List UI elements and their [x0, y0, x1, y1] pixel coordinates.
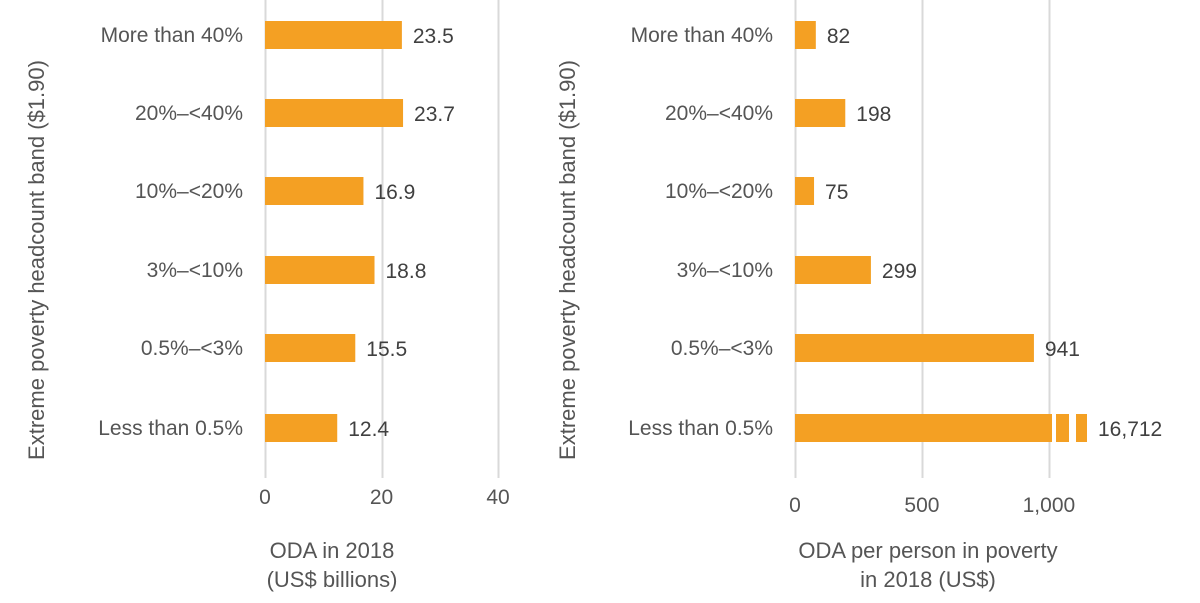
bar-value-label: 75: [825, 181, 848, 204]
category-label: 0.5%–<3%: [141, 337, 243, 360]
bar: [795, 334, 1034, 362]
bar: [265, 99, 404, 127]
bar-break-segment: [1056, 414, 1069, 442]
bar-value-label: 941: [1045, 338, 1080, 361]
category-label: Less than 0.5%: [628, 417, 773, 440]
category-label: 20%–<40%: [135, 102, 243, 125]
x-tick-label: 1,000: [1023, 494, 1076, 517]
x-tick-label: 0: [789, 494, 801, 517]
bar: [265, 414, 338, 442]
bar-value-label: 82: [827, 25, 850, 48]
bar: [265, 21, 402, 49]
x-tick-label: 40: [486, 486, 509, 509]
x-tick-label: 0: [259, 486, 271, 509]
x-tick-label: 20: [370, 486, 393, 509]
category-label: 10%–<20%: [135, 180, 243, 203]
bar-value-label: 16,712: [1098, 418, 1162, 441]
bar: [795, 21, 816, 49]
x-tick-label: 500: [904, 494, 939, 517]
bar-value-label: 16.9: [374, 181, 415, 204]
bar-value-label: 299: [882, 260, 917, 283]
category-label: 20%–<40%: [665, 102, 773, 125]
category-label: More than 40%: [631, 24, 773, 47]
category-label: 3%–<10%: [147, 259, 243, 282]
bar-value-label: 15.5: [366, 338, 407, 361]
bar: [265, 334, 356, 362]
category-label: Less than 0.5%: [98, 417, 243, 440]
category-label: 3%–<10%: [677, 259, 773, 282]
chart-panel-2: 0 500 1,000 More than 40% 82 20%–<40% 198 10%–<…: [555, 0, 1162, 592]
chart-panel-1: 0 20 40 More than 40% 23.5 20%–<40% 23.7 10%–<2…: [24, 0, 510, 592]
bar: [265, 256, 375, 284]
category-label: More than 40%: [101, 24, 243, 47]
x-axis-title: ODA in 2018: [270, 538, 395, 563]
bar: [795, 256, 871, 284]
bar: [795, 414, 1052, 442]
y-axis-title: Extreme poverty headcount band ($1.90): [24, 60, 49, 460]
category-label: 10%–<20%: [665, 180, 773, 203]
bar-value-label: 23.5: [413, 25, 454, 48]
bar-value-label: 198: [856, 103, 891, 126]
bar: [265, 177, 364, 205]
bar: [795, 177, 815, 205]
bar-value-label: 23.7: [414, 103, 455, 126]
category-label: 0.5%–<3%: [671, 337, 773, 360]
bar-value-label: 12.4: [348, 418, 389, 441]
bar: [795, 99, 846, 127]
bar-value-label: 18.8: [386, 260, 427, 283]
bar-break-segment: [1076, 414, 1087, 442]
x-axis-title: (US$ billions): [267, 567, 398, 592]
y-axis-title: Extreme poverty headcount band ($1.90): [555, 60, 580, 460]
x-axis-title: ODA per person in poverty: [798, 538, 1057, 563]
x-axis-title: in 2018 (US$): [860, 567, 996, 592]
